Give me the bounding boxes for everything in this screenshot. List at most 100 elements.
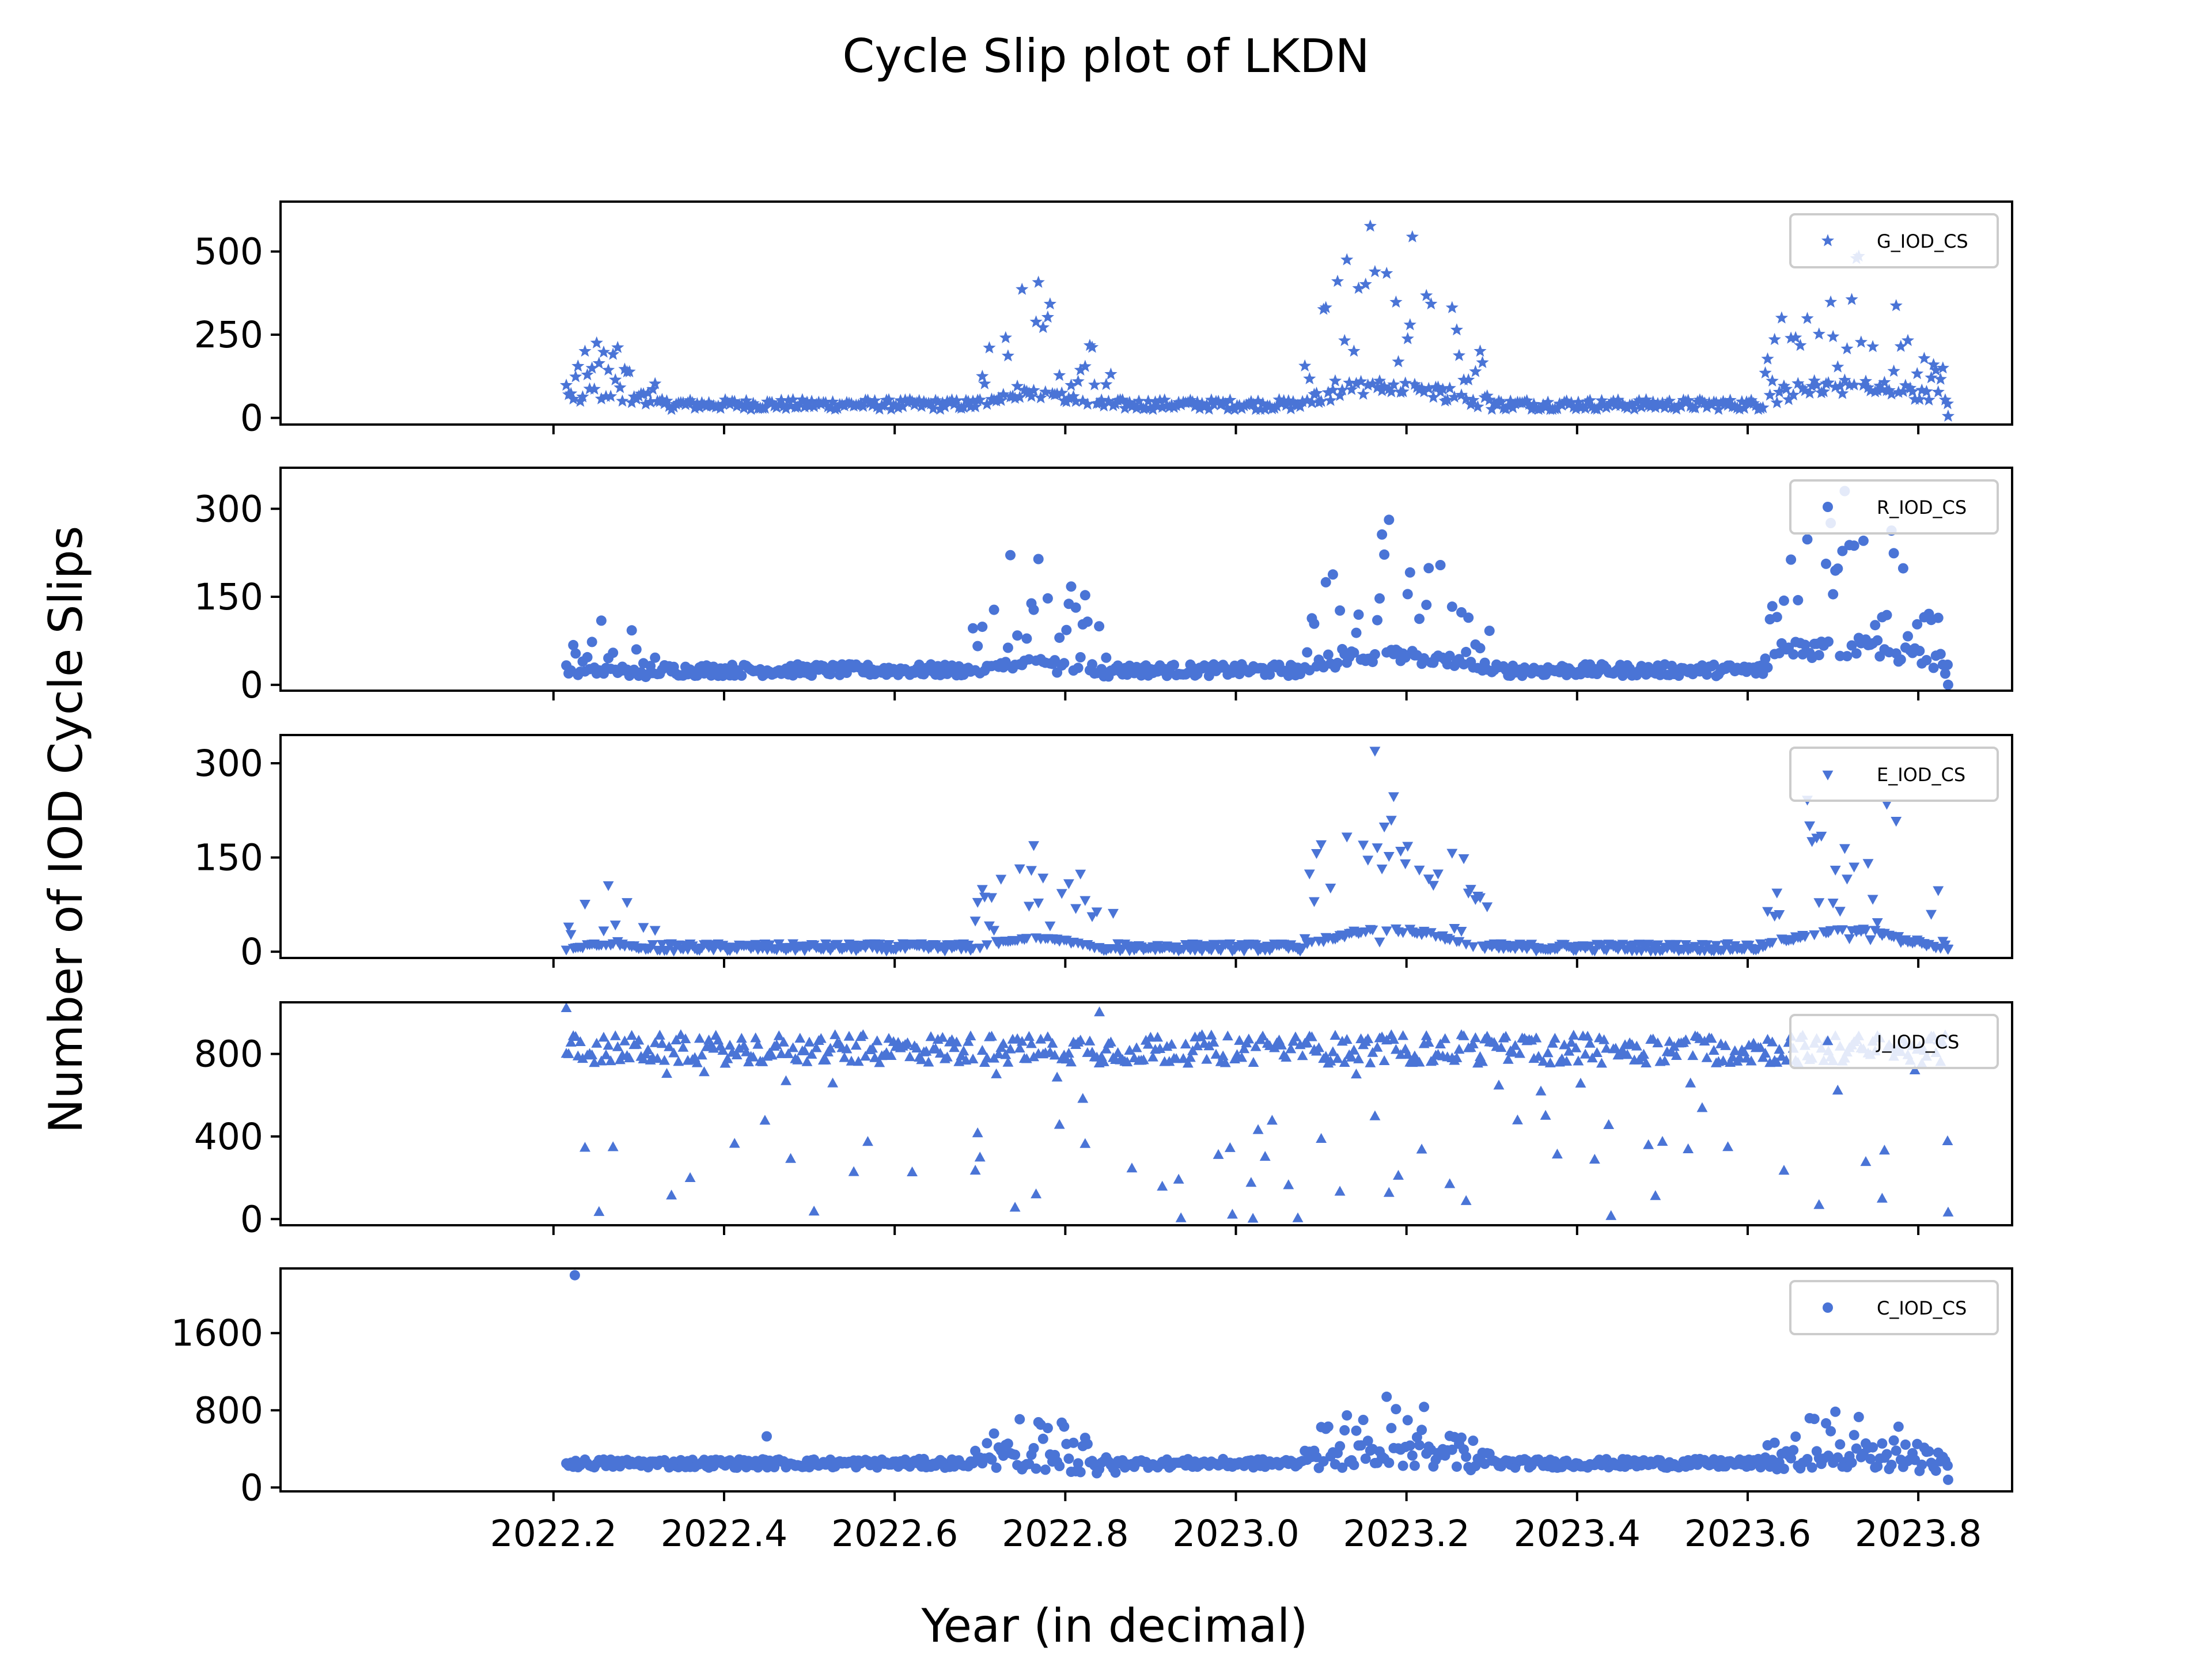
data-point — [1281, 1051, 1292, 1062]
data-point — [1759, 366, 1772, 378]
data-point — [675, 1029, 687, 1039]
data-point — [1786, 1453, 1797, 1464]
data-point — [923, 1056, 934, 1067]
data-point — [1761, 352, 1774, 365]
data-point — [624, 1052, 635, 1063]
data-point — [949, 1042, 960, 1052]
data-point — [568, 639, 579, 650]
data-point — [1531, 1032, 1542, 1043]
data-point — [1087, 659, 1097, 670]
data-point — [1897, 563, 1908, 574]
data-point — [1872, 918, 1883, 929]
data-point — [1762, 662, 1773, 673]
data-point — [1931, 385, 1945, 398]
data-point — [1013, 391, 1027, 403]
data-point — [1471, 400, 1484, 412]
data-point — [1567, 400, 1580, 413]
data-point — [1408, 377, 1421, 390]
data-point — [664, 1041, 675, 1051]
data-point — [1153, 393, 1166, 406]
data-point — [1901, 334, 1915, 346]
data-point — [1444, 1178, 1456, 1188]
data-point — [1389, 295, 1403, 308]
data-point — [659, 1055, 670, 1065]
data-point — [1358, 1415, 1369, 1425]
data-point — [607, 347, 620, 360]
data-point — [894, 393, 907, 406]
data-point — [1860, 926, 1872, 936]
data-point — [1942, 1474, 1953, 1485]
data-point — [1063, 879, 1074, 889]
data-point — [1891, 1445, 1902, 1456]
data-point — [591, 1037, 603, 1048]
data-point — [1217, 1050, 1229, 1060]
data-point — [936, 396, 949, 409]
data-point — [1075, 1035, 1086, 1045]
data-point — [649, 1037, 661, 1047]
data-point — [1788, 649, 1799, 660]
data-point — [1561, 1055, 1573, 1066]
data-point — [1926, 910, 1937, 920]
data-point — [1522, 397, 1536, 410]
data-point — [1325, 1055, 1336, 1066]
data-point — [1563, 1046, 1575, 1056]
data-point — [1395, 1049, 1406, 1059]
data-point — [1589, 1153, 1600, 1164]
data-point — [1402, 589, 1413, 600]
data-point — [1668, 1041, 1680, 1051]
data-point — [882, 393, 896, 406]
data-point — [1458, 1030, 1469, 1040]
data-point — [1002, 1056, 1014, 1067]
data-point — [1063, 1453, 1074, 1464]
data-point — [1266, 1115, 1278, 1125]
data-point — [1399, 376, 1412, 389]
data-point — [1388, 792, 1399, 802]
data-point — [599, 389, 613, 402]
data-point — [1800, 932, 1810, 942]
data-point — [1712, 403, 1725, 415]
data-point — [963, 941, 974, 951]
data-point — [1809, 1414, 1820, 1425]
data-point — [744, 403, 757, 415]
data-point — [1601, 1043, 1612, 1053]
data-point — [1533, 1051, 1544, 1061]
data-point — [1467, 393, 1480, 406]
data-point — [1650, 1190, 1661, 1200]
data-point — [1332, 657, 1343, 668]
data-point — [1384, 1457, 1395, 1468]
data-point — [1088, 378, 1101, 391]
data-point — [1687, 1050, 1699, 1060]
data-point — [1800, 639, 1810, 650]
data-point — [1308, 897, 1320, 907]
data-point — [1607, 394, 1620, 407]
data-point — [992, 391, 1005, 404]
axes-frame — [279, 1267, 2013, 1493]
data-point — [1065, 378, 1078, 391]
data-point — [1825, 1426, 1836, 1437]
data-point — [1156, 400, 1169, 413]
data-point — [1049, 1050, 1060, 1060]
data-point — [1195, 396, 1209, 410]
data-point — [1893, 1421, 1904, 1432]
data-point — [1382, 382, 1396, 395]
data-point — [1422, 382, 1435, 395]
data-point — [1245, 1177, 1257, 1187]
data-point — [1865, 935, 1876, 945]
data-point — [1889, 299, 1903, 312]
data-point — [1251, 394, 1265, 407]
data-point — [1414, 1440, 1425, 1450]
data-point — [1873, 379, 1887, 392]
data-point — [1782, 393, 1796, 406]
data-point — [1070, 602, 1081, 613]
x-tick-label: 2023.4 — [1514, 1513, 1641, 1555]
data-point — [1706, 1033, 1717, 1043]
data-point — [1354, 374, 1368, 387]
data-point — [1512, 1114, 1523, 1124]
data-point — [1286, 395, 1300, 407]
data-point — [1870, 620, 1881, 631]
data-point — [907, 1166, 918, 1177]
data-point — [1589, 946, 1600, 957]
data-point — [609, 921, 621, 931]
data-point — [1392, 355, 1405, 368]
data-point — [1767, 938, 1778, 948]
